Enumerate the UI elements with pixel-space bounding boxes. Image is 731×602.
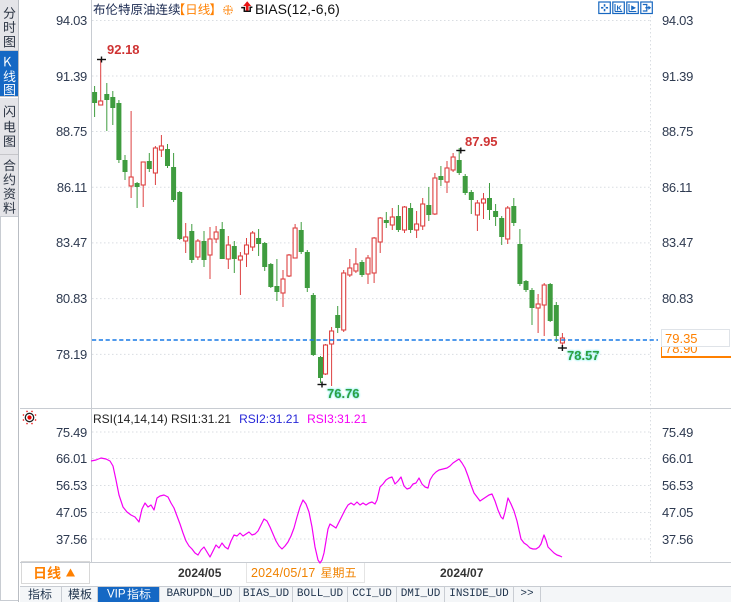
svg-text:VIP: VIP bbox=[107, 589, 126, 601]
svg-text:K: K bbox=[616, 4, 622, 13]
